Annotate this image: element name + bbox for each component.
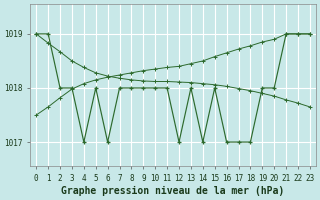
X-axis label: Graphe pression niveau de la mer (hPa): Graphe pression niveau de la mer (hPa) [61, 186, 285, 196]
